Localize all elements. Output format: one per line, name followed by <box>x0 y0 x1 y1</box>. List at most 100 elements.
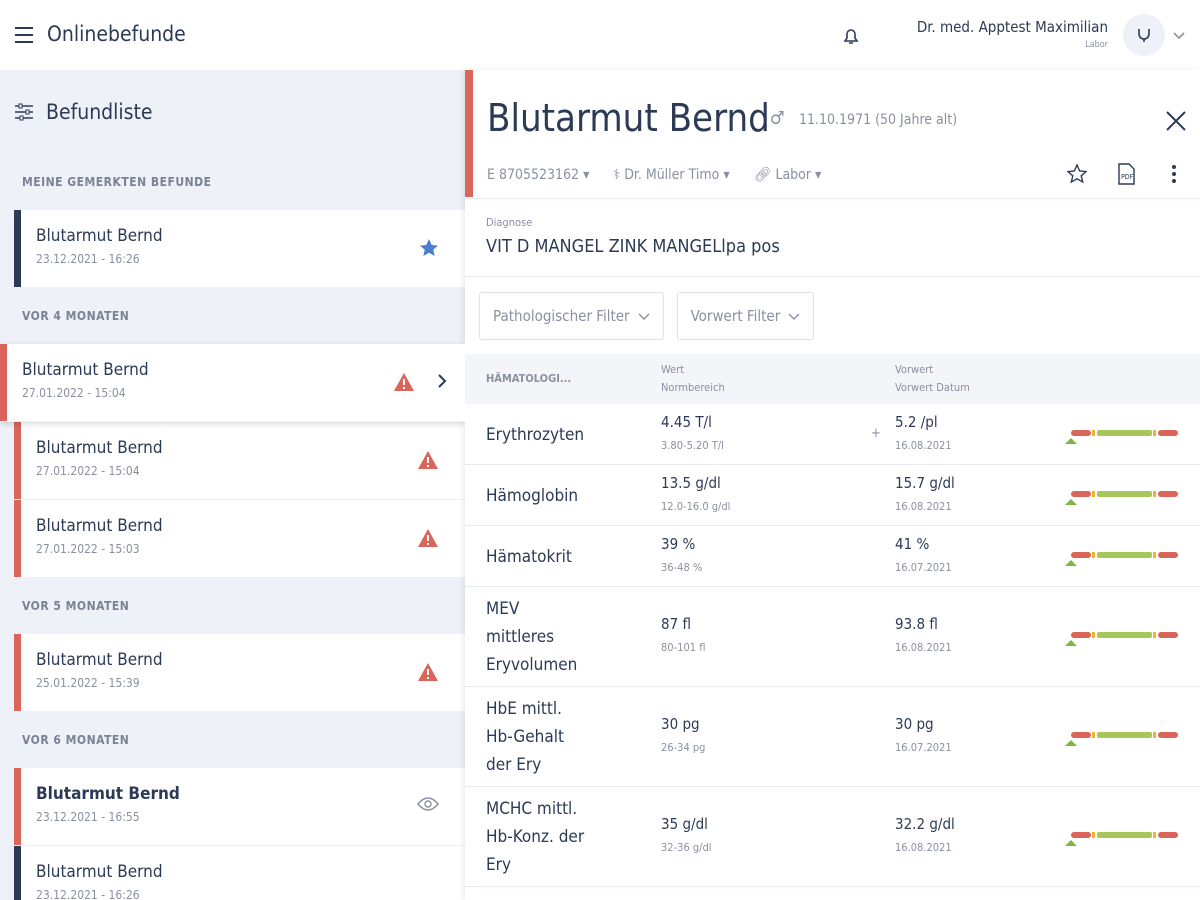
value: 35 g/dl <box>661 815 708 833</box>
eye-icon <box>417 796 439 816</box>
more-button[interactable] <box>1170 164 1178 184</box>
diagnosis-label: Diagnose <box>486 216 533 229</box>
value: 30 pg <box>661 715 700 733</box>
analyte-name: Erythrozyten <box>486 421 584 449</box>
analyte-name: MCHC mittl. Hb-Konz. der Ery <box>486 795 584 879</box>
user-menu-toggle[interactable] <box>1172 31 1186 41</box>
result-row: Erythrozyten 4.45 T/l 3.80-5.20 T/l +5.2 /p… <box>465 404 1200 465</box>
status-stripe <box>14 634 21 711</box>
report-name: Blutarmut Bernd <box>36 226 163 246</box>
previous-value: 32.2 g/dl <box>895 815 955 833</box>
warning-icon <box>417 450 439 474</box>
normal-range: 36-48 % <box>661 560 703 574</box>
report-item[interactable]: Blutarmut Bernd 23.12.2021 - 16:55 <box>14 768 465 846</box>
status-stripe <box>14 768 21 845</box>
report-item[interactable]: Blutarmut Bernd 23.12.2021 - 16:26 <box>14 846 465 900</box>
user-name: Dr. med. Apptest Maximilian <box>916 18 1108 36</box>
status-stripe <box>14 422 21 499</box>
analyte-name: Hämoglobin <box>486 482 578 510</box>
value-header: Wert <box>661 363 685 376</box>
tag-text: Labor <box>775 167 812 183</box>
analyte-name-line: Ery <box>486 855 511 875</box>
pdf-button[interactable]: PDF <box>1117 163 1135 185</box>
status-stripe <box>0 344 7 421</box>
report-item[interactable]: Blutarmut Bernd 27.01.2022 - 15:04 <box>0 344 465 422</box>
range-indicator <box>1063 829 1181 855</box>
menu-button[interactable] <box>14 26 34 44</box>
report-date: 23.12.2021 - 16:26 <box>36 252 140 266</box>
divider <box>465 198 1200 199</box>
case-id[interactable]: E 8705523162 ▾ <box>487 167 590 183</box>
report-name: Blutarmut Bernd <box>36 516 163 536</box>
range-header: Normbereich <box>661 381 725 394</box>
previous-value: 41 % <box>895 534 930 553</box>
star-icon <box>419 238 439 262</box>
patient-name: Blutarmut Bernd <box>487 96 770 140</box>
report-item[interactable]: Blutarmut Bernd 27.01.2022 - 15:04 <box>14 422 465 500</box>
filter-icon[interactable] <box>14 103 34 121</box>
trend: + <box>871 425 881 441</box>
report-date: 23.12.2021 - 16:26 <box>36 888 140 900</box>
status-stripe <box>465 70 473 197</box>
analyte-name-line: der Ery <box>486 755 542 775</box>
doctor-text: Dr. Müller Timo <box>624 167 720 183</box>
previous-date: 16.08.2021 <box>895 641 952 654</box>
result-row: MEV mittleres Eryvolumen 87 fl 80-101 fl 93.8… <box>465 587 1200 687</box>
normal-range: 3.80-5.20 T/l <box>661 438 724 452</box>
result-row: HbE mittl. Hb-Gehalt der Ery 30 pg 26-34 pg 3… <box>465 687 1200 787</box>
birth-date: 11.10.1971 (50 Jahre alt) <box>799 112 958 128</box>
report-name: Blutarmut Bernd <box>36 438 163 458</box>
analyte-name-line: Hb-Konz. der <box>486 827 585 847</box>
open-chevron <box>437 373 447 393</box>
range-indicator <box>1063 729 1181 755</box>
result-row: Hämatokrit 39 % 36-48 % 41 % 16.07.2021 <box>465 526 1200 587</box>
user-avatar[interactable] <box>1123 14 1165 56</box>
bookmark-button[interactable] <box>1067 164 1087 184</box>
previous-date: 16.08.2021 <box>895 499 952 513</box>
analyte-name-line: Hb-Gehalt <box>486 727 564 747</box>
filter-chevron <box>638 307 650 325</box>
warning-icon <box>393 372 415 396</box>
report-date: 23.12.2021 - 16:55 <box>36 810 140 824</box>
status-stripe <box>14 846 21 900</box>
svg-text:PDF: PDF <box>1121 173 1134 181</box>
normal-range: 32-36 g/dl <box>661 841 712 854</box>
notifications-button[interactable] <box>842 26 860 46</box>
analyte-name-line: Hämoglobin <box>486 485 579 506</box>
filters: Pathologischer Filter Vorwert Filter <box>479 292 815 340</box>
normal-range: 80-101 fl <box>661 641 706 654</box>
previous-value: 15.7 g/dl <box>895 473 955 492</box>
analyte-name: MEV mittleres Eryvolumen <box>486 595 577 679</box>
filter-dropdown[interactable]: Pathologischer Filter <box>479 292 664 340</box>
close-button[interactable] <box>1165 110 1187 132</box>
gender-icon: ♂ <box>770 108 785 129</box>
report-item[interactable]: Blutarmut Bernd 27.01.2022 - 15:03 <box>14 500 465 578</box>
filter-dropdown[interactable]: Vorwert Filter <box>676 292 815 340</box>
analyte-name-line: HbE mittl. <box>486 699 562 719</box>
prev-header: Vorwert <box>895 363 934 376</box>
meta-bar: E 8705523162 ▾ ⚕ Dr. Müller Timo ▾ 🔗︎ La… <box>487 167 821 183</box>
value: 4.45 T/l <box>661 412 712 431</box>
doctor[interactable]: ⚕ Dr. Müller Timo ▾ <box>613 167 730 183</box>
report-date: 27.01.2022 - 15:04 <box>36 464 140 478</box>
range-indicator <box>1063 488 1181 514</box>
filter-label: Vorwert Filter <box>690 307 781 325</box>
report-name: Blutarmut Bernd <box>36 784 180 804</box>
report-date: 27.01.2022 - 15:04 <box>22 386 126 400</box>
report-name: Blutarmut Bernd <box>36 862 163 882</box>
top-bar: Onlinebefunde Dr. med. Apptest Maximilia… <box>0 0 1200 70</box>
previous-value: 5.2 /pl <box>895 412 938 431</box>
report-item[interactable]: Blutarmut Bernd 25.01.2022 - 15:39 <box>14 634 465 712</box>
group-label: VOR 4 MONATEN <box>22 309 130 323</box>
value: 13.5 g/dl <box>661 473 721 492</box>
analyte-name-line: mittleres <box>486 627 555 647</box>
value: 39 % <box>661 534 696 553</box>
report-item[interactable]: Blutarmut Bernd 23.12.2021 - 16:26 <box>14 210 465 288</box>
result-row: Hämoglobin 13.5 g/dl 12.0-16.0 g/dl 15.7 g/… <box>465 465 1200 526</box>
case-id-text: E 8705523162 <box>487 167 580 183</box>
previous-date: 16.07.2021 <box>895 560 952 574</box>
normal-range: 12.0-16.0 g/dl <box>661 499 731 513</box>
previous-value: 30 pg <box>895 715 934 733</box>
tag[interactable]: 🔗︎ Labor ▾ <box>753 167 822 183</box>
